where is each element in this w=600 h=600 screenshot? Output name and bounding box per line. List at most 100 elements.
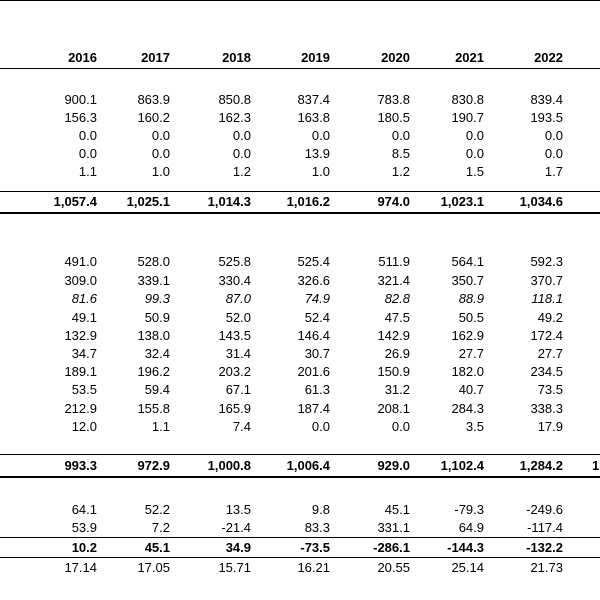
table-cell: 208.1 bbox=[377, 401, 410, 416]
table-cell: 0.0 bbox=[391, 128, 410, 143]
table-cell: 74.9 bbox=[304, 291, 330, 306]
table-cell: 182.0 bbox=[451, 364, 484, 379]
table-cell: 7.4 bbox=[232, 419, 251, 434]
table-cell: 82.8 bbox=[384, 291, 410, 306]
year-header-3: 2019 bbox=[301, 50, 330, 65]
table-cell: 0.0 bbox=[232, 146, 251, 161]
table-cell: 900.1 bbox=[64, 92, 97, 107]
subtotal-3-bottom-rule bbox=[0, 557, 600, 558]
table-cell: 1.1 bbox=[78, 164, 97, 179]
table-cell: 160.2 bbox=[137, 110, 170, 125]
table-cell: 132.9 bbox=[64, 328, 97, 343]
table-cell: 321.4 bbox=[377, 273, 410, 288]
table-cell: 81.6 bbox=[71, 291, 97, 306]
subtotal-2-bottom-rule bbox=[0, 476, 600, 478]
table-cell: 13.5 bbox=[225, 502, 251, 517]
table-cell: 234.5 bbox=[530, 364, 563, 379]
table-cell: 528.0 bbox=[137, 254, 170, 269]
table-cell: 1.1 bbox=[151, 419, 170, 434]
table-cell: 64.9 bbox=[458, 520, 484, 535]
table-cell: 330.4 bbox=[218, 273, 251, 288]
table-cell: 370.7 bbox=[530, 273, 563, 288]
table-cell: 8.5 bbox=[391, 146, 410, 161]
table-cell: 338.3 bbox=[530, 401, 563, 416]
table-cell: 1,014.3 bbox=[207, 194, 251, 209]
table-cell: -132.2 bbox=[526, 540, 563, 555]
table-cell: 13.9 bbox=[304, 146, 330, 161]
table-cell: 45.1 bbox=[144, 540, 170, 555]
table-cell: 203.2 bbox=[218, 364, 251, 379]
table-cell: 10.2 bbox=[71, 540, 97, 555]
table-cell: 12.0 bbox=[71, 419, 97, 434]
table-cell: 1,057.4 bbox=[53, 194, 97, 209]
table-cell: 0.0 bbox=[465, 146, 484, 161]
table-cell: 525.4 bbox=[297, 254, 330, 269]
table-cell: -249.6 bbox=[526, 502, 563, 517]
table-cell: 9.8 bbox=[311, 502, 330, 517]
table-cell: 190.7 bbox=[451, 110, 484, 125]
subtotal-2-top-rule bbox=[0, 454, 600, 455]
year-header-1: 2017 bbox=[141, 50, 170, 65]
table-cell: 0.0 bbox=[311, 128, 330, 143]
table-cell: 138.0 bbox=[137, 328, 170, 343]
table-cell: 0.0 bbox=[78, 146, 97, 161]
table-cell: 1,034.6 bbox=[519, 194, 563, 209]
table-cell: 511.9 bbox=[378, 254, 410, 269]
table-cell: 20.55 bbox=[377, 560, 410, 575]
subtotal-1-top-rule bbox=[0, 191, 600, 192]
table-cell: 49.2 bbox=[537, 310, 563, 325]
table-cell: 863.9 bbox=[137, 92, 170, 107]
table-cell: 59.4 bbox=[144, 382, 170, 397]
table-cell: 929.0 bbox=[377, 458, 410, 473]
table-cell: 309.0 bbox=[64, 273, 97, 288]
table-cell: 67.1 bbox=[225, 382, 251, 397]
table-cell: 339.1 bbox=[137, 273, 170, 288]
table-cell: 972.9 bbox=[137, 458, 170, 473]
table-cell: -73.5 bbox=[300, 540, 330, 555]
table-cell: 525.8 bbox=[218, 254, 251, 269]
table-cell: 32.4 bbox=[144, 346, 170, 361]
table-cell: 0.0 bbox=[232, 128, 251, 143]
table-cell: 1.5 bbox=[465, 164, 484, 179]
table-cell: 564.1 bbox=[451, 254, 484, 269]
table-cell: 1,023.1 bbox=[440, 194, 484, 209]
table-cell: 993.3 bbox=[64, 458, 97, 473]
table-cell: 0.0 bbox=[151, 146, 170, 161]
year-header-5: 2021 bbox=[455, 50, 484, 65]
table-cell: 64.1 bbox=[71, 502, 97, 517]
table-cell: 1.7 bbox=[544, 164, 563, 179]
table-cell: 350.7 bbox=[451, 273, 484, 288]
table-cell: 284.3 bbox=[451, 401, 484, 416]
table-cell: 196.2 bbox=[137, 364, 170, 379]
table-cell: -286.1 bbox=[373, 540, 410, 555]
subtotal-1-bottom-rule bbox=[0, 212, 600, 214]
table-cell: 189.1 bbox=[64, 364, 97, 379]
table-cell: 156.3 bbox=[64, 110, 97, 125]
table-cell: 1,006.4 bbox=[286, 458, 330, 473]
table-cell: 16.21 bbox=[297, 560, 330, 575]
table-cell: 326.6 bbox=[297, 273, 330, 288]
table-cell: 17.14 bbox=[64, 560, 97, 575]
table-cell: 99.3 bbox=[144, 291, 170, 306]
table-cell: 193.5 bbox=[530, 110, 563, 125]
table-cell: 162.9 bbox=[451, 328, 484, 343]
subtotal-3-top-rule bbox=[0, 537, 600, 538]
table-cell: 187.4 bbox=[297, 401, 330, 416]
table-cell: 27.7 bbox=[537, 346, 563, 361]
table-cell: 3.5 bbox=[465, 419, 484, 434]
table-cell: 155.8 bbox=[137, 401, 170, 416]
table-cell: 34.9 bbox=[225, 540, 251, 555]
table-cell: 52.0 bbox=[225, 310, 251, 325]
table-cell: 25.14 bbox=[451, 560, 484, 575]
table-cell: 1.2 bbox=[232, 164, 251, 179]
table-cell: 0.0 bbox=[391, 419, 410, 434]
table-cell: 143.5 bbox=[218, 328, 251, 343]
table-cell: 850.8 bbox=[218, 92, 251, 107]
table-cell: 163.8 bbox=[297, 110, 330, 125]
table-cell: 17.9 bbox=[537, 419, 563, 434]
table-cell: 974.0 bbox=[377, 194, 410, 209]
table-cell: 830.8 bbox=[451, 92, 484, 107]
table-cell: -117.4 bbox=[527, 520, 563, 535]
table-cell: 1,284.2 bbox=[519, 458, 563, 473]
table-cell: 0.0 bbox=[151, 128, 170, 143]
